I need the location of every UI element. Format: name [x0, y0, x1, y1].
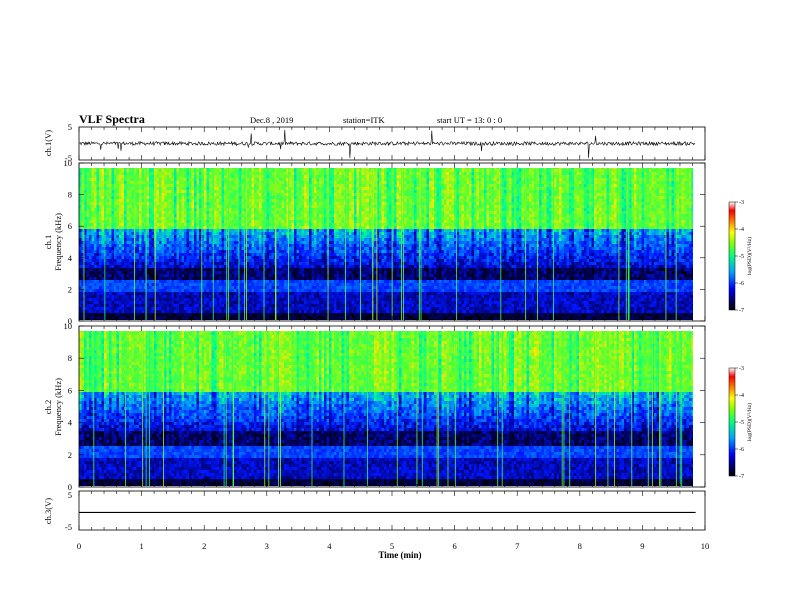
figure-title: VLF Spectra: [79, 112, 145, 126]
y-tick-label: 10: [64, 321, 73, 331]
y-tick-label: 2: [68, 450, 72, 460]
date-label: Dec.8 , 2019: [250, 115, 293, 125]
ch1-spectrogram-ticks: [78, 163, 706, 321]
ch1-spectrogram-image: [79, 168, 693, 320]
ch1-waveform-line: [78, 129, 696, 159]
ch1-waveform-ylabel: ch.1(V): [43, 130, 53, 156]
x-tick-label: 0: [77, 541, 81, 551]
x-tick-label: 6: [452, 541, 456, 551]
y-tick-label: 6: [68, 385, 72, 395]
x-tick-label: 10: [701, 541, 710, 551]
y-tick-label: 6: [68, 221, 72, 231]
ch1-ytick-top: 5: [68, 122, 72, 132]
colorbar-tick-label: -6: [739, 281, 744, 287]
colorbar-tick-label: -5: [739, 254, 744, 260]
ch1-colorbar-ticks: -3 -4 -5 -6 -7: [735, 200, 744, 314]
y-tick-label: 2: [68, 284, 72, 294]
ch2-colorbar-ticks: -3 -4 -5 -6 -7: [735, 366, 744, 480]
ch3-waveform-frame: [78, 490, 706, 531]
station-label: station=ITK: [343, 115, 385, 125]
colorbar-tick-label: -7: [739, 474, 744, 480]
ch2-colorbar: [728, 367, 736, 477]
ch1-colorbar-label: log(PSD)(V²/Hz): [746, 237, 753, 275]
colorbar-tick-label: -4: [739, 227, 744, 233]
colorbar-tick-label: -3: [739, 200, 744, 206]
ch1-spectrogram-ylabel-top: ch.1: [43, 235, 53, 249]
y-tick-label: 10: [64, 158, 73, 168]
ch3-waveform-ylabel: ch.3(V): [43, 498, 53, 524]
x-tick-label: 3: [265, 541, 269, 551]
x-tick-label: 8: [578, 541, 582, 551]
x-axis-label: Time (min): [378, 550, 421, 560]
x-tick-label: 2: [202, 541, 206, 551]
colorbar-tick-label: -6: [739, 447, 744, 453]
ch1-waveform-ticks: [78, 127, 706, 160]
colorbar-tick-label: -3: [739, 366, 744, 372]
y-tick-label: 4: [68, 253, 73, 263]
start-time-label: start UT = 13: 0 : 0: [437, 115, 502, 125]
colorbar-tick-label: -7: [739, 308, 744, 314]
x-tick-label: 4: [327, 541, 332, 551]
ch2-spectrogram-image: [79, 331, 693, 486]
ch1-waveform-panel: 5 -5 ch.1(V): [43, 122, 706, 163]
colorbar-tick-label: -5: [739, 420, 744, 426]
ch2-spectrogram-yticklabels: 0 2 4 6 8 10: [64, 321, 705, 492]
y-tick-label: 0: [68, 316, 72, 326]
colorbar-tick-label: -4: [739, 393, 744, 399]
ch2-spectrogram-ticks: [78, 326, 706, 487]
ch3-ytick-top: 5: [68, 490, 72, 500]
ch1-colorbar: [728, 201, 736, 311]
x-tick-labels: 0 1 2 3 4 5 6 7 8 9 10: [77, 541, 709, 551]
ch2-spectrogram-ylabel-top: ch.2: [43, 400, 53, 414]
x-tick-label: 5: [390, 541, 394, 551]
y-tick-label: 8: [68, 190, 72, 200]
y-tick-label: 8: [68, 353, 72, 363]
x-tick-label: 1: [139, 541, 143, 551]
ch3-ytick-bottom: -5: [65, 522, 72, 532]
ch2-spectrogram-ylabel: Frequency (kHz): [53, 378, 63, 436]
ch3-waveform-ticks: [78, 491, 706, 530]
x-tick-label: 9: [640, 541, 644, 551]
y-tick-label: 0: [68, 482, 72, 492]
ch2-colorbar-label: log(PSD)(V²/Hz): [746, 403, 753, 441]
x-tick-label: 7: [515, 541, 519, 551]
y-tick-label: 4: [68, 418, 73, 428]
ch3-waveform-panel: 5 -5 ch.3(V): [43, 490, 706, 532]
ch1-spectrogram-yticklabels: 0 2 4 6 8 10: [64, 158, 705, 326]
ch1-ytick-bottom: -5: [65, 153, 72, 163]
ch1-spectrogram-ylabel: Frequency (kHz): [53, 213, 63, 271]
